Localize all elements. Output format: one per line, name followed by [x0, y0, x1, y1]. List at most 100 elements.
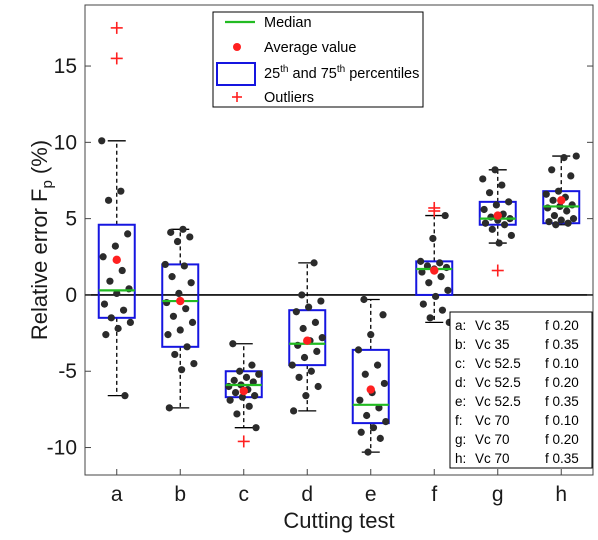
conditions-row: h: Vc 70 f 0.35: [455, 451, 579, 466]
conditions-row-vc: Vc 70: [475, 413, 510, 428]
data-point: [367, 331, 375, 339]
data-point: [187, 279, 195, 287]
mean-dot: [430, 266, 439, 275]
conditions-row-vc: Vc 52.5: [475, 356, 521, 371]
data-point: [100, 300, 109, 308]
data-point: [354, 346, 363, 354]
conditions-row: f: Vc 70 f 0.10: [455, 413, 579, 428]
data-point: [186, 233, 194, 241]
conditions-frame: [449, 311, 593, 469]
conditions-row-vc: Vc 70: [475, 432, 510, 447]
data-point: [545, 218, 553, 226]
data-point: [124, 230, 132, 238]
mean-dot: [493, 211, 502, 220]
data-point: [429, 234, 437, 243]
data-point: [126, 318, 134, 327]
data-point: [252, 424, 260, 432]
data-point: [560, 153, 568, 162]
data-point: [168, 273, 176, 281]
data-point: [295, 373, 303, 381]
data-point: [572, 152, 580, 160]
legend-box-label: 25th and 75th percentiles: [264, 64, 419, 82]
data-point: [373, 361, 382, 369]
x-tick-label: g: [492, 483, 504, 506]
data-point: [495, 239, 503, 247]
data-point: [438, 306, 447, 314]
data-point: [173, 237, 182, 246]
data-point: [165, 404, 173, 412]
data-point: [300, 353, 309, 362]
data-point: [485, 189, 494, 197]
data-point: [318, 334, 326, 342]
legend: Median Average value 25th and 75th perce…: [212, 11, 424, 108]
data-point: [479, 175, 487, 183]
data-point: [436, 259, 444, 267]
conditions-row-id: e:: [455, 394, 466, 409]
conditions-row-f: f 0.35: [545, 337, 579, 352]
data-point: [425, 279, 433, 287]
data-point: [180, 262, 188, 270]
data-point: [552, 221, 560, 229]
conditions-row-id: b:: [455, 337, 466, 352]
data-point: [226, 396, 234, 404]
data-point: [317, 297, 325, 305]
data-point: [357, 428, 365, 436]
data-point: [292, 308, 300, 316]
data-point: [307, 367, 315, 375]
data-point: [563, 207, 571, 215]
data-point: [376, 434, 384, 442]
outlier-marker: [110, 21, 123, 34]
data-point: [164, 331, 172, 339]
conditions-row-id: f:: [455, 413, 463, 428]
conditions-row: d: Vc 52.5 f 0.20: [455, 375, 579, 390]
data-point: [169, 312, 178, 320]
data-point: [432, 292, 440, 301]
data-point: [369, 424, 378, 432]
y-tick-label: 0: [65, 284, 77, 307]
data-point: [364, 448, 372, 456]
data-point: [488, 225, 496, 233]
data-point: [549, 196, 557, 204]
data-point: [245, 402, 253, 410]
conditions-row-id: a:: [455, 318, 466, 333]
data-point: [564, 219, 572, 227]
data-point: [119, 306, 128, 314]
conditions-table: a: Vc 35 f 0.20 b: Vc 35 f 0.35 c: Vc 52.5 f 0.1…: [449, 311, 593, 469]
conditions-row-f: f 0.20: [545, 318, 579, 333]
data-point: [491, 166, 499, 174]
x-axis: a b c d e f g h: [111, 469, 567, 506]
outlier-marker: [110, 52, 123, 65]
x-tick-label: c: [239, 483, 250, 506]
data-point: [104, 196, 113, 204]
conditions-row-f: f 0.35: [545, 394, 579, 409]
mean-dot: [557, 196, 566, 205]
data-point: [99, 253, 107, 261]
iqr-box: [351, 348, 390, 425]
x-tick-label: h: [555, 483, 567, 506]
data-point: [288, 361, 296, 369]
data-point: [248, 361, 256, 369]
data-point: [229, 340, 237, 348]
outlier-marker: [428, 205, 441, 218]
data-point: [441, 211, 449, 220]
conditions-row-vc: Vc 52.5: [475, 375, 521, 390]
data-point: [178, 366, 186, 374]
legend-outlier-label: Outliers: [264, 90, 314, 106]
conditions-row-f: f 0.10: [545, 356, 579, 371]
data-point: [179, 225, 187, 233]
conditions-row-f: f 0.35: [545, 451, 579, 466]
mean-dot: [239, 386, 248, 396]
data-point: [102, 331, 110, 339]
data-point: [249, 378, 257, 386]
data-point: [167, 228, 175, 236]
iqr-box: [97, 223, 136, 319]
data-point: [481, 219, 490, 227]
data-point: [188, 318, 197, 327]
x-tick-label: e: [365, 483, 377, 506]
x-tick-label: a: [111, 483, 123, 506]
y-axis-label: Relative error Fp (%): [27, 140, 56, 340]
data-point: [375, 404, 383, 412]
data-point: [251, 392, 259, 400]
data-point: [423, 262, 432, 270]
